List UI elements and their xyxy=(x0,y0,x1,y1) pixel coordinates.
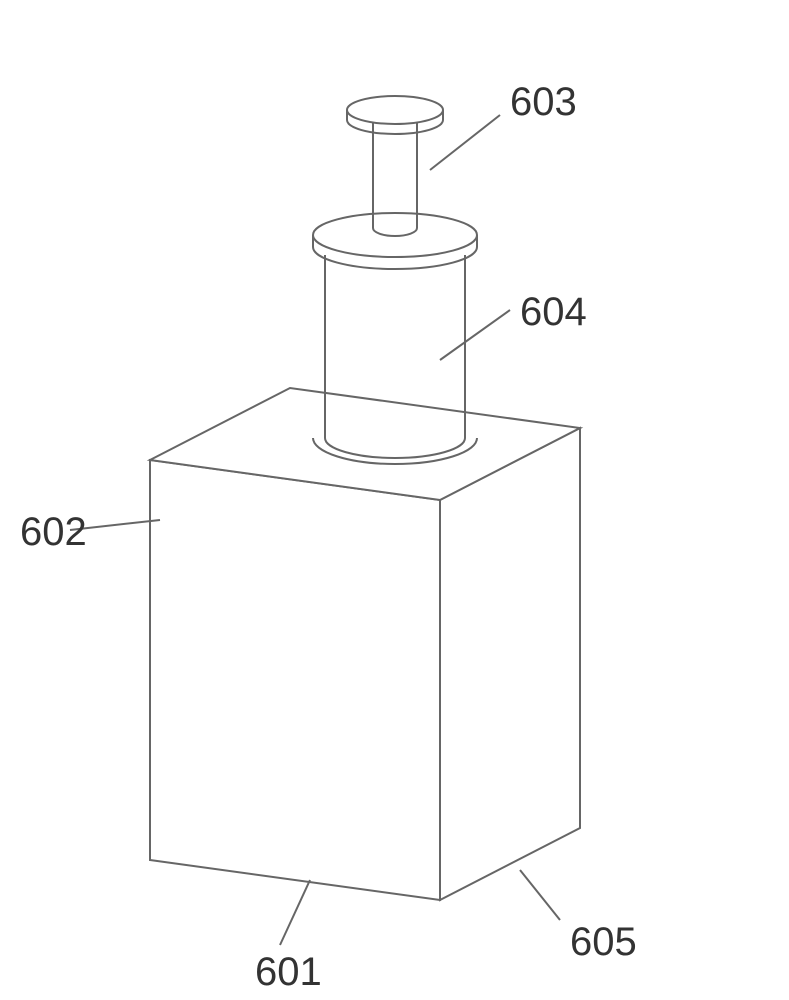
label-l605: 605 xyxy=(570,920,637,964)
label-l604: 604 xyxy=(520,290,587,334)
leader-l604 xyxy=(440,310,510,360)
label-l602: 602 xyxy=(20,510,87,554)
label-l601: 601 xyxy=(255,950,322,994)
box-front-face xyxy=(150,460,440,900)
leader-l605 xyxy=(520,870,560,920)
box-right-face xyxy=(440,428,580,900)
leader-l603 xyxy=(430,115,500,170)
cap-top xyxy=(347,96,443,124)
technical-diagram: 601 602 603 604 605 xyxy=(0,0,789,1000)
label-l603: 603 xyxy=(510,80,577,124)
leader-l601 xyxy=(280,880,310,945)
